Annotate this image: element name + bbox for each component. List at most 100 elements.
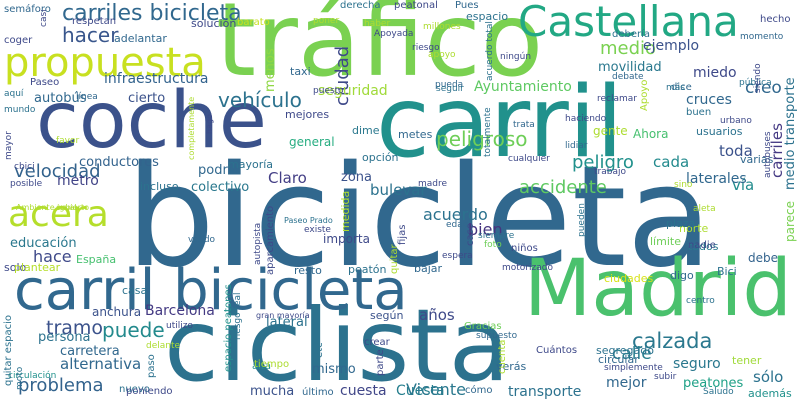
word: calle <box>612 344 652 364</box>
word: momento <box>740 32 784 42</box>
word: Pues <box>455 0 479 11</box>
word: paso <box>146 354 157 378</box>
word: bajar <box>414 262 443 275</box>
word: Saludo <box>703 387 734 397</box>
word: dime <box>352 124 380 137</box>
word: gran mayoría <box>256 311 310 320</box>
word: cada <box>653 153 690 171</box>
word: infraestructura <box>104 71 209 87</box>
word: carretera <box>60 344 120 359</box>
word: hace <box>33 247 72 266</box>
word: niños <box>511 243 538 254</box>
word: cbici <box>14 162 35 172</box>
word: medio transporte <box>783 77 798 190</box>
word: cómo <box>465 385 493 396</box>
word: varias <box>740 153 774 166</box>
word: cualquier <box>508 154 550 164</box>
word: más <box>666 83 685 93</box>
word: gente <box>593 124 628 138</box>
word: bulevar <box>370 181 427 199</box>
word: Paseo Prado <box>284 216 333 225</box>
word: casi <box>39 9 49 27</box>
word: derecha <box>340 0 381 11</box>
word: autobús <box>34 91 87 106</box>
word: Castellana <box>518 0 739 46</box>
word: Paseo <box>30 77 60 88</box>
word: mismo <box>312 362 356 377</box>
word: carril <box>376 66 624 180</box>
word: quitar <box>389 244 400 274</box>
word: haciendo <box>565 114 607 124</box>
word: lidiar <box>565 141 588 151</box>
word: motorizado <box>502 263 553 273</box>
word: etc <box>314 342 325 358</box>
word: norte <box>679 222 709 235</box>
word: colectivo <box>191 180 250 195</box>
word: espacio <box>466 10 509 23</box>
word: peatonal <box>394 0 438 11</box>
word: completamente <box>187 96 196 160</box>
word: Vicente <box>406 380 466 399</box>
word: verás <box>496 360 527 373</box>
word: ningún <box>500 52 532 62</box>
word: Apoyo <box>639 79 650 111</box>
word: Apoyada <box>374 29 414 39</box>
word: medio <box>600 38 657 59</box>
word: taxi <box>290 65 311 78</box>
word: menos <box>263 48 278 92</box>
word: anchura <box>92 305 142 319</box>
word: mucha <box>250 384 295 399</box>
word: ciclista <box>164 287 510 400</box>
word: resto <box>294 264 322 277</box>
word: digo <box>670 269 694 282</box>
word: semáforo <box>4 4 51 15</box>
word: bicicleta <box>126 136 713 299</box>
word: ciudades <box>604 272 654 285</box>
word: apoyo <box>428 50 456 60</box>
word: existe <box>304 225 331 235</box>
word: plantear <box>14 261 61 274</box>
word: debería <box>612 29 651 40</box>
word: creo <box>745 78 782 98</box>
word: parece <box>783 200 797 242</box>
word: centro <box>686 296 715 306</box>
word: hecho <box>760 14 791 25</box>
word: seguir <box>436 84 464 94</box>
word: Cuántos <box>536 345 578 356</box>
word: calzada <box>632 329 713 353</box>
word: mundo <box>4 105 36 115</box>
word: autopista <box>253 222 263 265</box>
word: tramo <box>46 317 104 339</box>
word: podría <box>198 163 240 178</box>
word: ejemplo <box>643 38 700 54</box>
word: siendo <box>753 63 763 93</box>
word: importa <box>323 232 370 246</box>
word: bien <box>468 220 503 239</box>
word: zona <box>341 170 372 185</box>
word: acuerdo <box>423 205 488 224</box>
word: moto <box>15 366 25 390</box>
word: metes <box>398 128 433 141</box>
word: vía <box>732 176 755 194</box>
word: opción <box>362 151 399 164</box>
word: mejores <box>285 108 330 121</box>
word: Ambiente igual <box>16 203 77 212</box>
word: espacio peatones <box>223 284 234 372</box>
word: movilidad <box>598 60 662 75</box>
word: coger <box>4 35 33 46</box>
word: Cuesta <box>396 383 445 399</box>
word: usuarios <box>696 125 743 138</box>
word: último <box>302 387 334 398</box>
word: tiempo <box>254 359 290 370</box>
word: pueda <box>435 80 464 90</box>
word: cierto <box>128 91 166 106</box>
word: Claro <box>268 169 307 187</box>
word: autobuses <box>763 131 773 178</box>
word: cubierto <box>56 203 90 212</box>
word: riesgo real <box>233 292 243 340</box>
word: seguro <box>673 356 721 372</box>
word: quitar espacio <box>3 314 14 386</box>
word: vehículo <box>218 88 302 112</box>
word: mayoría <box>228 158 274 171</box>
